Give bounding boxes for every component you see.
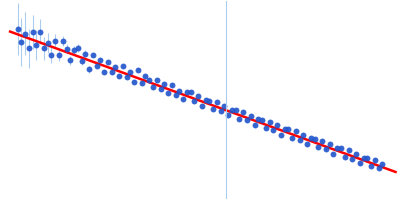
Point: [74, 47, 81, 50]
Point: [105, 60, 111, 63]
Point: [184, 91, 190, 94]
Point: [206, 99, 213, 102]
Point: [131, 80, 137, 84]
Point: [334, 146, 340, 150]
Point: [176, 89, 182, 92]
Point: [90, 53, 96, 56]
Point: [293, 130, 299, 133]
Point: [150, 86, 156, 89]
Point: [323, 148, 329, 151]
Point: [308, 137, 314, 140]
Point: [71, 49, 77, 52]
Point: [349, 157, 356, 160]
Point: [285, 128, 292, 131]
Point: [251, 123, 258, 127]
Point: [225, 114, 232, 117]
Point: [274, 124, 280, 127]
Point: [157, 87, 164, 91]
Point: [312, 137, 318, 140]
Point: [330, 152, 337, 155]
Point: [244, 119, 250, 122]
Point: [93, 64, 100, 67]
Point: [202, 98, 209, 102]
Point: [270, 128, 276, 132]
Point: [229, 108, 235, 111]
Point: [338, 147, 344, 150]
Point: [172, 94, 179, 97]
Point: [37, 30, 43, 33]
Point: [368, 165, 374, 168]
Point: [259, 118, 265, 121]
Point: [67, 59, 74, 62]
Point: [101, 70, 107, 74]
Point: [161, 83, 168, 86]
Point: [315, 146, 322, 149]
Point: [326, 143, 333, 146]
Point: [41, 47, 47, 50]
Point: [78, 60, 85, 63]
Point: [210, 107, 216, 111]
Point: [52, 40, 58, 43]
Point: [14, 27, 21, 31]
Point: [127, 70, 134, 73]
Point: [18, 41, 24, 44]
Point: [56, 53, 62, 56]
Point: [108, 70, 115, 74]
Point: [180, 97, 186, 101]
Point: [60, 39, 66, 43]
Point: [112, 66, 118, 69]
Point: [63, 47, 70, 50]
Point: [82, 52, 88, 55]
Point: [124, 75, 130, 78]
Point: [199, 104, 205, 107]
Point: [97, 58, 104, 62]
Point: [22, 32, 28, 35]
Point: [154, 78, 160, 81]
Point: [135, 69, 141, 72]
Point: [345, 149, 352, 152]
Point: [191, 100, 198, 103]
Point: [120, 65, 126, 68]
Point: [165, 92, 171, 95]
Point: [278, 133, 284, 136]
Point: [240, 110, 246, 114]
Point: [357, 162, 363, 165]
Point: [187, 90, 194, 94]
Point: [214, 101, 220, 104]
Point: [263, 127, 269, 130]
Point: [33, 43, 40, 46]
Point: [360, 156, 367, 159]
Point: [116, 74, 122, 77]
Point: [255, 118, 262, 121]
Point: [48, 53, 55, 56]
Point: [282, 127, 288, 130]
Point: [44, 41, 51, 45]
Point: [168, 84, 175, 87]
Point: [221, 104, 228, 108]
Point: [30, 30, 36, 33]
Point: [364, 156, 370, 160]
Point: [379, 162, 386, 165]
Point: [289, 136, 295, 139]
Point: [266, 120, 273, 123]
Point: [232, 109, 239, 112]
Point: [218, 109, 224, 112]
Point: [138, 81, 145, 85]
Point: [353, 152, 359, 156]
Point: [142, 75, 149, 78]
Point: [146, 78, 152, 81]
Point: [236, 117, 243, 120]
Point: [86, 68, 92, 71]
Point: [300, 133, 307, 136]
Point: [304, 142, 310, 146]
Point: [195, 95, 201, 98]
Point: [372, 158, 378, 161]
Point: [296, 138, 303, 141]
Point: [26, 47, 32, 50]
Point: [248, 114, 254, 117]
Point: [376, 167, 382, 170]
Point: [342, 155, 348, 158]
Point: [319, 139, 326, 142]
